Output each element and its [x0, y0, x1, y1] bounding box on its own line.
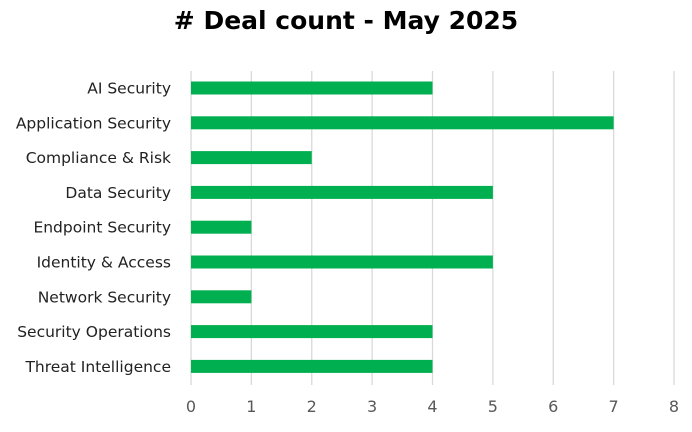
bar	[191, 81, 433, 95]
bar	[191, 290, 252, 304]
x-tick-label: 6	[548, 397, 558, 416]
bar	[191, 151, 312, 165]
bar	[191, 255, 493, 269]
bar	[191, 359, 433, 373]
category-label: Threat Intelligence	[24, 358, 171, 376]
x-tick-label: 1	[246, 397, 256, 416]
bar	[191, 325, 433, 339]
bar	[191, 220, 252, 234]
x-tick-label: 0	[186, 397, 196, 416]
category-label: Identity & Access	[37, 254, 171, 272]
category-label: Data Security	[65, 184, 171, 202]
bar	[191, 116, 614, 130]
category-label: Security Operations	[17, 323, 171, 341]
x-tick-label: 3	[367, 397, 377, 416]
x-tick-label: 7	[609, 397, 619, 416]
category-label: Application Security	[16, 114, 171, 132]
category-label: Compliance & Risk	[26, 149, 171, 167]
category-label: AI Security	[87, 80, 171, 98]
x-tick-label: 5	[488, 397, 498, 416]
x-tick-label: 8	[669, 397, 679, 416]
x-tick-label: 4	[427, 397, 437, 416]
category-label: Network Security	[38, 288, 171, 306]
category-label: Endpoint Security	[33, 219, 171, 237]
bar	[191, 185, 493, 199]
chart-title: # Deal count - May 2025	[173, 6, 519, 35]
x-tick-label: 2	[307, 397, 317, 416]
